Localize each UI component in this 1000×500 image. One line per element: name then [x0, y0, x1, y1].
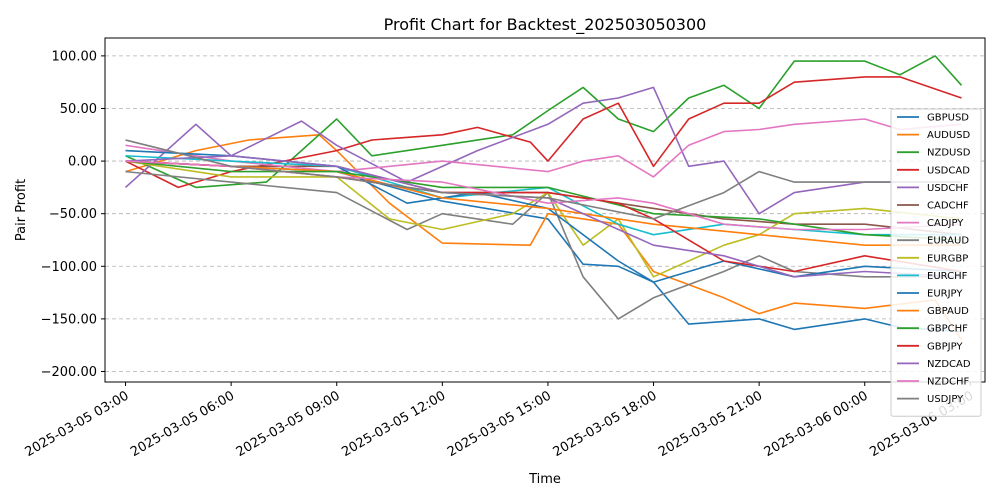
legend-label: USDCHF: [927, 183, 969, 194]
y-tick-label: 0.00: [68, 155, 97, 170]
y-tick-label: −150.00: [41, 312, 97, 327]
series-line-audusd: [125, 134, 963, 341]
legend-label: EURJPY: [927, 289, 963, 300]
legend-label: GBPUSD: [927, 113, 969, 124]
y-axis-title: Pair Profit: [14, 179, 29, 241]
legend-label: USDCAD: [927, 165, 970, 176]
legend-label: EURCHF: [927, 271, 968, 282]
legend-label: AUDUSD: [927, 130, 971, 141]
chart-title: Profit Chart for Backtest_202503050300: [384, 15, 707, 35]
legend-label: NZDCHF: [927, 377, 970, 388]
series-line-nzdusd: [125, 55, 963, 189]
x-axis-title: Time: [528, 472, 561, 487]
legend-label: EURGBP: [927, 253, 968, 264]
y-tick-label: −100.00: [41, 260, 97, 275]
legend-label: GBPAUD: [927, 306, 969, 317]
series-line-usdjpy: [125, 139, 962, 220]
plot-frame: [104, 37, 986, 383]
legend-label: NZDCAD: [927, 359, 971, 370]
series-line-eurgbp: [125, 160, 962, 278]
series-line-usdchf: [124, 86, 962, 215]
legend-label: USDJPY: [927, 394, 964, 405]
legend: GBPUSD AUDUSD NZDUSD USDCAD USDCHF CADCHF CADJ…: [890, 108, 982, 417]
y-axis: 100.00 50.00 0.00 −50.00 −100.00 −150.00 −200.…: [41, 49, 105, 380]
series-lines: [124, 55, 963, 341]
legend-label: CADJPY: [927, 218, 964, 229]
legend-label: NZDUSD: [927, 148, 971, 159]
series-line-gbpaud: [125, 160, 962, 246]
series-line-usdcad: [125, 76, 962, 189]
y-tick-label: −200.00: [41, 365, 97, 380]
legend-label: EURAUD: [927, 236, 969, 247]
y-tick-label: 50.00: [60, 102, 97, 117]
legend-label: GBPCHF: [927, 324, 968, 335]
legend-label: CADCHF: [927, 201, 969, 212]
series-line-eurchf: [125, 155, 962, 236]
series-line-euraud: [125, 170, 962, 320]
series-line-cadjpy: [125, 118, 962, 178]
y-tick-label: 100.00: [52, 49, 98, 64]
legend-box: [890, 108, 982, 417]
series-line-nzdcad: [125, 155, 962, 278]
y-tick-label: −50.00: [49, 207, 97, 222]
legend-label: GBPJPY: [927, 341, 963, 352]
